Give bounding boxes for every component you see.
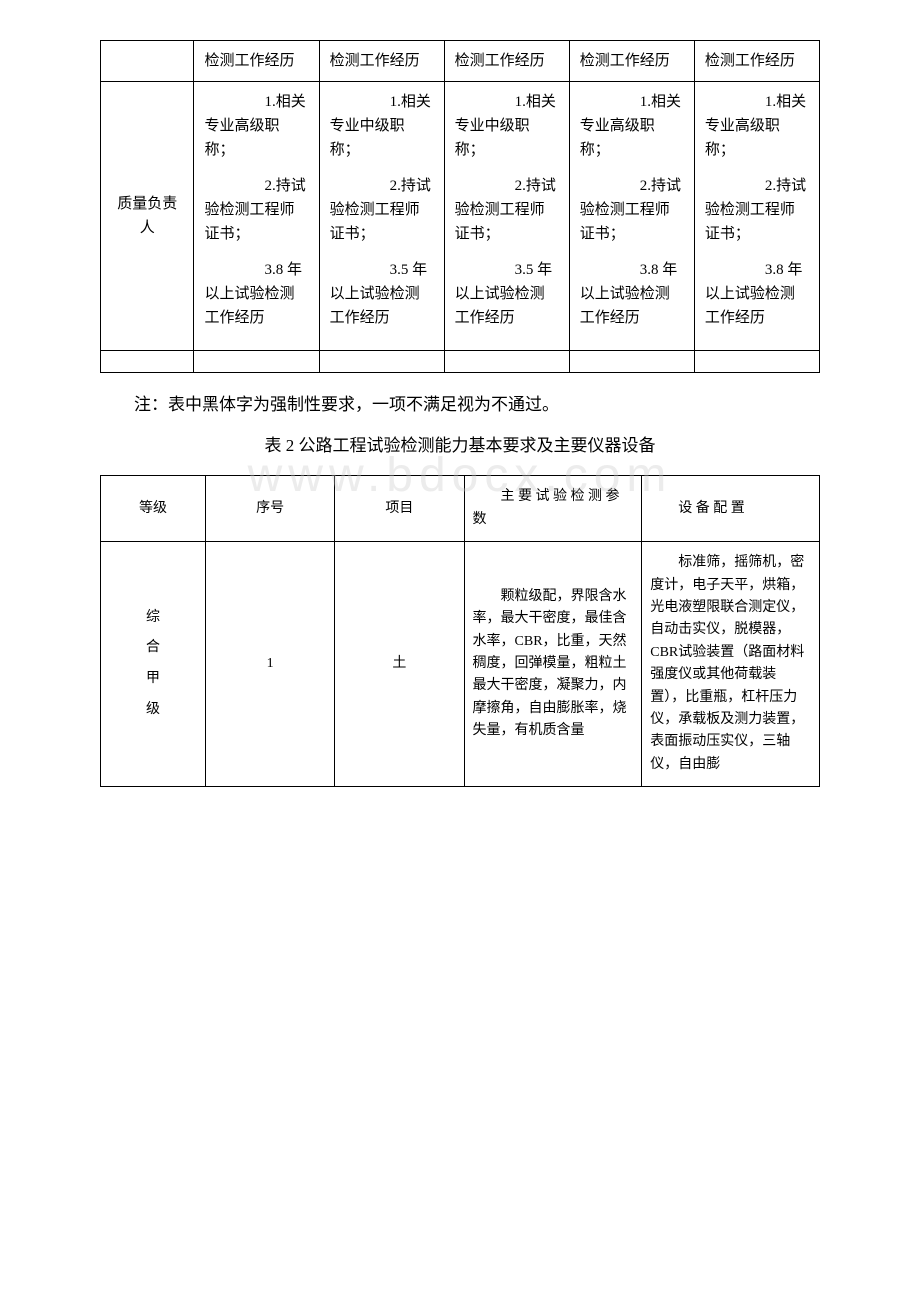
- qual-line: 1.相关专业中级职称；: [455, 90, 559, 162]
- qual-line: 2.持试验检测工程师证书；: [330, 174, 434, 246]
- table-header-row: 等级 序号 项目 主 要 试 验 检 测 参 数 设 备 配 置: [101, 476, 820, 542]
- qualification-cell: 1.相关专业中级职称； 2.持试验检测工程师证书； 3.5 年以上试验检测工作经…: [319, 82, 444, 351]
- qual-line: 3.8 年以上试验检测工作经历: [204, 258, 308, 330]
- note-text: 注：表中黑体字为强制性要求，一项不满足视为不通过。: [100, 391, 820, 418]
- item-cell: 土: [335, 542, 464, 787]
- equip-cell: 标准筛，摇筛机，密度计，电子天平，烘箱，光电液塑限联合测定仪，自动击实仪，脱模器…: [642, 542, 820, 787]
- header-equip: 设 备 配 置: [642, 476, 820, 542]
- qualification-cell: 1.相关专业高级职称； 2.持试验检测工程师证书； 3.8 年以上试验检测工作经…: [194, 82, 319, 351]
- qual-line: 2.持试验检测工程师证书；: [455, 174, 559, 246]
- qual-line: 2.持试验检测工程师证书；: [580, 174, 684, 246]
- qual-line: 1.相关专业高级职称；: [580, 90, 684, 162]
- empty-cell: [444, 351, 569, 373]
- level-cell: 综合甲级: [101, 542, 206, 787]
- qualifications-table: 检测工作经历 检测工作经历 检测工作经历 检测工作经历 检测工作经历 质量负责人…: [100, 40, 820, 373]
- empty-cell: [194, 351, 319, 373]
- qualification-cell: 1.相关专业中级职称； 2.持试验检测工程师证书； 3.5 年以上试验检测工作经…: [444, 82, 569, 351]
- quality-leader-label: 质量负责人: [101, 82, 194, 351]
- qual-line: 3.8 年以上试验检测工作经历: [705, 258, 809, 330]
- qual-line: 3.5 年以上试验检测工作经历: [330, 258, 434, 330]
- table-row: 检测工作经历 检测工作经历 检测工作经历 检测工作经历 检测工作经历: [101, 41, 820, 82]
- cell: 检测工作经历: [569, 41, 694, 82]
- qual-line: 2.持试验检测工程师证书；: [705, 174, 809, 246]
- cell: 检测工作经历: [194, 41, 319, 82]
- level-text: 综合甲级: [146, 610, 160, 717]
- row-label-cell: [101, 41, 194, 82]
- empty-cell: [569, 351, 694, 373]
- table2-title: 表 2 公路工程试验检测能力基本要求及主要仪器设备: [100, 432, 820, 459]
- empty-cell: [319, 351, 444, 373]
- empty-cell: [694, 351, 819, 373]
- qual-line: 1.相关专业高级职称；: [204, 90, 308, 162]
- param-cell: 颗粒级配，界限含水率，最大干密度，最佳含水率，CBR，比重，天然稠度，回弹模量，…: [464, 542, 642, 787]
- qual-line: 1.相关专业高级职称；: [705, 90, 809, 162]
- qual-line: 1.相关专业中级职称；: [330, 90, 434, 162]
- header-seq: 序号: [206, 476, 335, 542]
- header-item: 项目: [335, 476, 464, 542]
- empty-cell: [101, 351, 194, 373]
- header-level: 等级: [101, 476, 206, 542]
- qual-line: 2.持试验检测工程师证书；: [204, 174, 308, 246]
- cell: 检测工作经历: [694, 41, 819, 82]
- qualification-cell: 1.相关专业高级职称； 2.持试验检测工程师证书； 3.8 年以上试验检测工作经…: [694, 82, 819, 351]
- qual-line: 3.8 年以上试验检测工作经历: [580, 258, 684, 330]
- qualification-cell: 1.相关专业高级职称； 2.持试验检测工程师证书； 3.8 年以上试验检测工作经…: [569, 82, 694, 351]
- table-row: 质量负责人 1.相关专业高级职称； 2.持试验检测工程师证书； 3.8 年以上试…: [101, 82, 820, 351]
- cell: 检测工作经历: [319, 41, 444, 82]
- table-row: 综合甲级 1 土 颗粒级配，界限含水率，最大干密度，最佳含水率，CBR，比重，天…: [101, 542, 820, 787]
- empty-row: [101, 351, 820, 373]
- cell: 检测工作经历: [444, 41, 569, 82]
- header-param: 主 要 试 验 检 测 参 数: [464, 476, 642, 542]
- qual-line: 3.5 年以上试验检测工作经历: [455, 258, 559, 330]
- capability-table: 等级 序号 项目 主 要 试 验 检 测 参 数 设 备 配 置 综合甲级 1 …: [100, 475, 820, 787]
- seq-cell: 1: [206, 542, 335, 787]
